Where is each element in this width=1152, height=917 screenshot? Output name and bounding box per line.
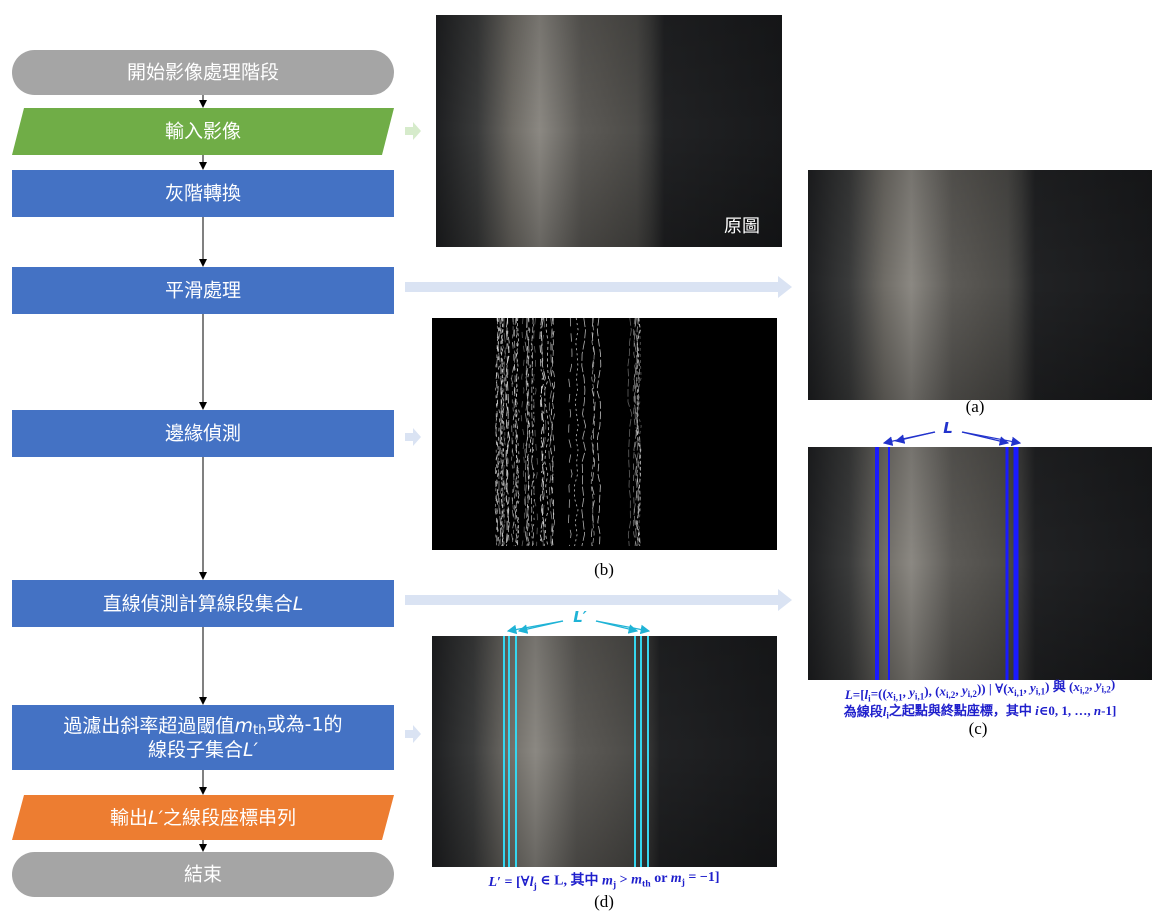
caption: (a) (966, 397, 985, 416)
text-segment: ∈ L, 其中 (537, 872, 602, 889)
node-label: 灰階轉換 (165, 183, 241, 205)
text-segment: i,2 (1101, 684, 1111, 694)
text-segment: ′ = [∀ (497, 875, 530, 890)
text-segment: 之線段座標串列 (163, 807, 296, 829)
text-segment: )) | ∀( (977, 681, 1008, 696)
text-segment: ) (1111, 676, 1115, 691)
text-segment: i,2 (1080, 686, 1090, 696)
text-segment: =[ (853, 687, 865, 702)
text-segment: m (631, 872, 642, 887)
text-segment: L′ (243, 739, 259, 761)
text-segment: ), ( (924, 683, 939, 698)
text-segment: m (602, 874, 613, 889)
image-a: (a) (808, 170, 1152, 416)
page: 開始影像處理階段 輸入影像 灰階轉換 平滑處理 邊緣偵測 直線偵測計算線段集合L… (0, 0, 1152, 917)
text-segment: or (651, 871, 671, 886)
caption: (d) (594, 892, 614, 911)
image-d: L′ L′ = [∀lj ∈ L, 其中 mj > mth or mj = −1… (432, 608, 777, 911)
line-set-label: L (943, 419, 953, 437)
text-segment: > (616, 872, 631, 887)
caption: (b) (594, 560, 614, 579)
text-segment: -1] (1101, 703, 1116, 718)
text-segment: 過濾出斜率超過閾值 (63, 715, 234, 737)
text-segment: i,1 (915, 691, 925, 701)
text-segment: n (1094, 703, 1101, 718)
text-segment: L (844, 687, 853, 702)
text-segment: 直線偵測計算線段集合 (103, 593, 293, 615)
caption: L′ = [∀lj ∈ L, 其中 mj > mth or mj = −1] (488, 870, 720, 892)
text-segment: i,1 (1036, 687, 1046, 697)
text-segment: m (234, 715, 253, 737)
text-segment: i,1 (1014, 688, 1024, 698)
text-segment: th (253, 723, 267, 738)
node-label: 邊緣偵測 (165, 423, 241, 445)
text-segment: L (293, 593, 304, 615)
text-segment: L′ (148, 807, 164, 829)
text-segment: ) 與 ( (1045, 679, 1073, 694)
text-segment: 或為-1的 (267, 713, 343, 735)
image-label: 原圖 (724, 216, 760, 237)
caption: (c) (969, 719, 988, 738)
node-label: 平滑處理 (165, 280, 241, 302)
text-segment: i,2 (968, 689, 978, 699)
text-segment: i,1 (893, 693, 903, 703)
text-segment: =(( (871, 686, 887, 701)
image-b: (b) (432, 318, 777, 579)
text-segment: ∈0, 1, …, (1039, 703, 1094, 718)
text-segment: = −1] (685, 870, 720, 885)
node-label: 過濾出斜率超過閾值mth或為-1的 (63, 713, 342, 738)
text-segment: m (671, 871, 682, 886)
node-label: 結束 (184, 864, 222, 886)
node-label: 線段子集合L′ (148, 739, 259, 761)
line-subset-label: L′ (573, 608, 587, 626)
node-label: 輸入影像 (165, 121, 241, 143)
original-image: 原圖 (436, 15, 782, 247)
node-label: 輸出L′之線段座標串列 (110, 807, 296, 829)
caption: L=[li=((xi,1, yi,1), (xi,2, yi,2)) | ∀(x… (844, 676, 1115, 703)
node-label: 開始影像處理階段 (127, 62, 279, 84)
text-segment: L (488, 875, 498, 890)
node-label: 直線偵測計算線段集合L (103, 593, 304, 615)
text-segment: 線段子集合 (148, 739, 243, 761)
text-segment: i,2 (946, 690, 956, 700)
image-c: L L=[li=((xi,1, yi,1), (xi,2, yi,2)) | ∀… (808, 419, 1152, 738)
text-segment: 輸出 (110, 807, 148, 829)
text-segment: 為線段 (844, 704, 883, 719)
text-segment: 之起點與終點座標，其中 (889, 703, 1035, 718)
